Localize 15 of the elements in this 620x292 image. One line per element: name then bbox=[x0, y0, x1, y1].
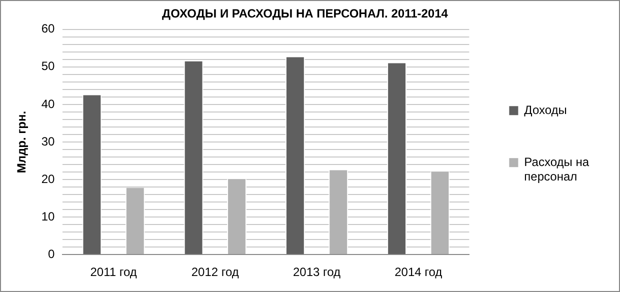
x-tick-label: 2011 год bbox=[90, 265, 137, 280]
y-tick-label: 30 bbox=[41, 134, 56, 148]
y-tick-label: 0 bbox=[48, 246, 56, 261]
legend-label: Доходы bbox=[524, 102, 567, 117]
y-axis-title: Млдр. грн. bbox=[14, 110, 29, 174]
y-tick-label: 50 bbox=[41, 59, 56, 74]
y-tick-label: 60 bbox=[41, 22, 56, 36]
chart-title: ДОХОДЫ И РАСХОДЫ НА ПЕРСОНАЛ. 2011-2014 bbox=[162, 6, 448, 21]
x-tick-label: 2013 год bbox=[292, 265, 341, 280]
legend-label: Расходы на персонал bbox=[524, 154, 590, 184]
y-tick-label: 10 bbox=[41, 209, 56, 224]
y-tick-label: 40 bbox=[41, 96, 56, 111]
x-tick-label: 2014 год bbox=[394, 265, 442, 280]
y-tick-label: 20 bbox=[41, 172, 56, 186]
x-tick-label: 2012 год bbox=[191, 265, 239, 280]
